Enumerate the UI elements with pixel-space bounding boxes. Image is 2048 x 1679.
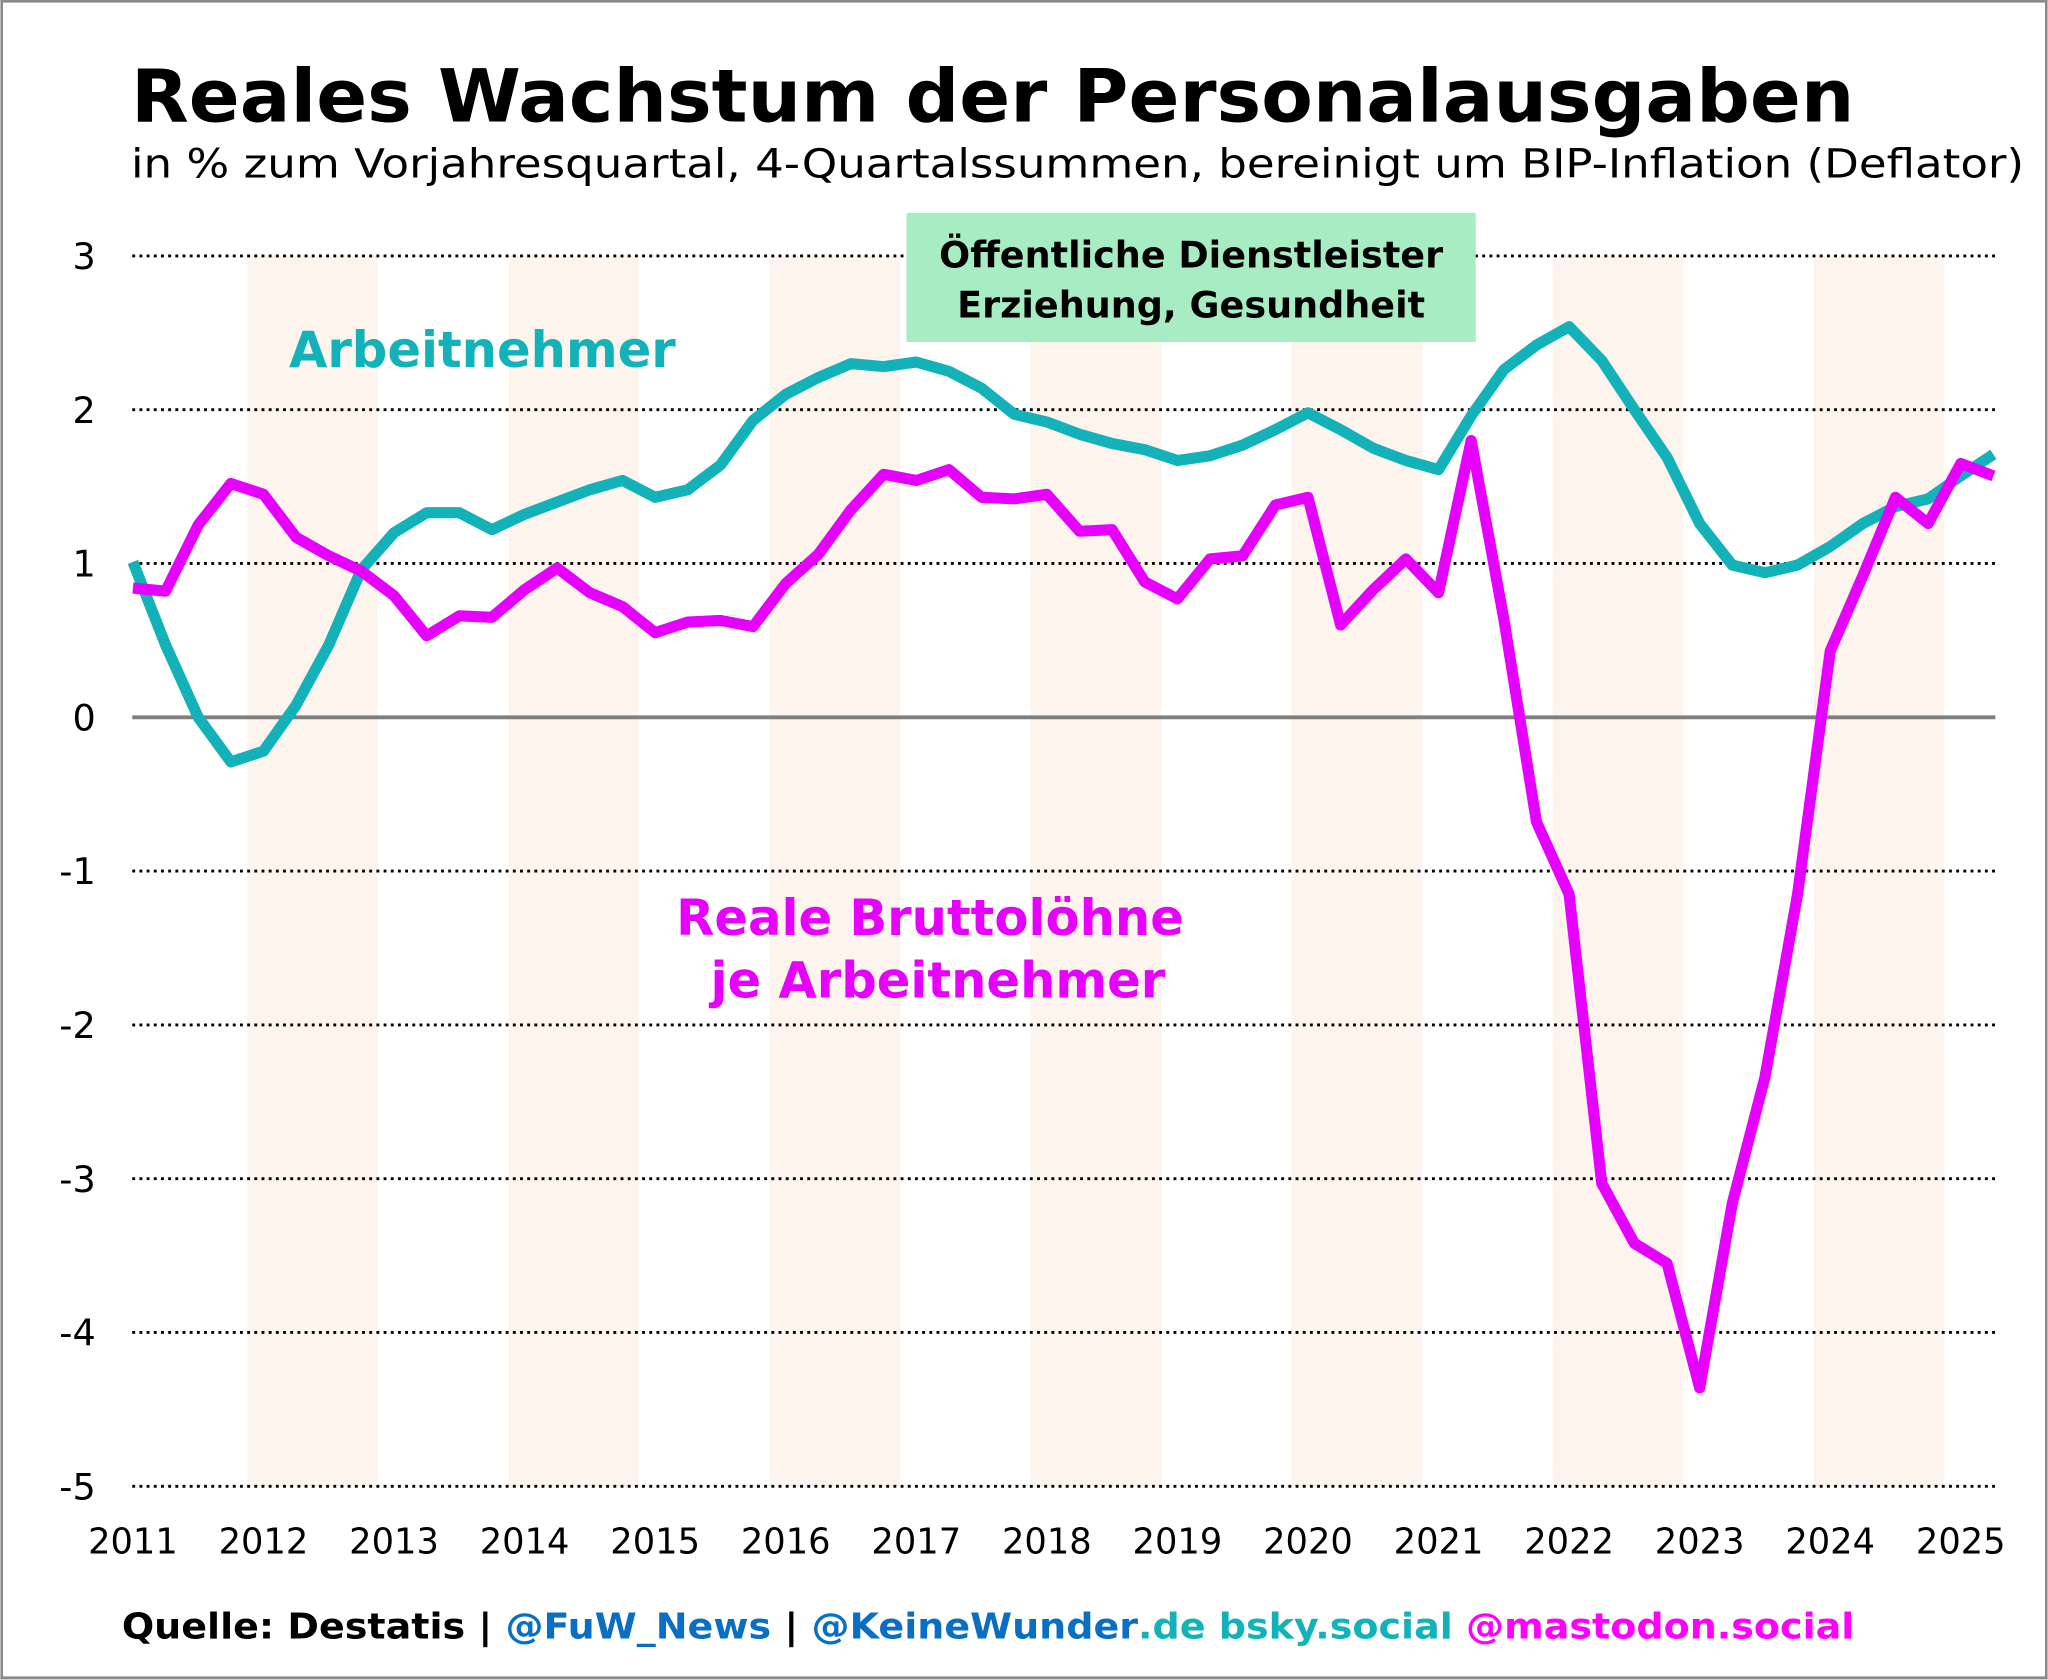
- y-tick-label: -3: [59, 1158, 95, 1201]
- annotation-box: Öffentliche Dienstleister Erziehung, Ges…: [906, 212, 1476, 343]
- y-tick-label: 1: [72, 543, 95, 586]
- x-tick-label: 2021: [1394, 1522, 1484, 1563]
- year-band-2016: [769, 255, 900, 1487]
- series-label-bruttoloehne-line-2: je Arbeitnehmer: [708, 951, 1165, 1009]
- y-tick-label: 3: [72, 235, 95, 278]
- x-tick-label: 2025: [1916, 1522, 2006, 1563]
- x-tick-label: 2018: [1002, 1522, 1092, 1563]
- year-band-2022: [1552, 255, 1684, 1487]
- x-tick-label: 2020: [1263, 1522, 1353, 1563]
- x-tick-label: 2015: [610, 1522, 700, 1563]
- footer-keinewunder-link[interactable]: @KeineWunder: [812, 1607, 1139, 1648]
- y-tick-label: -5: [59, 1465, 95, 1508]
- y-tick-label: -4: [59, 1312, 95, 1355]
- x-axis-ticks: 2011 2012 2013 2014 2015 2016 2017 2018 2019 2020…: [88, 1522, 2006, 1563]
- series-label-arbeitnehmer: Arbeitnehmer: [289, 321, 676, 379]
- chart-subtitle: in % zum Vorjahresquartal, 4-Quartalssum…: [131, 140, 2024, 188]
- x-tick-label: 2017: [871, 1522, 961, 1563]
- series-label-bruttoloehne-line-1: Reale Bruttolöhne: [676, 889, 1184, 947]
- series-lines: [127, 321, 1997, 1394]
- footer-credits: Quelle: Destatis | @FuW_News | @KeineWun…: [122, 1607, 1855, 1648]
- x-tick-label: 2024: [1785, 1522, 1875, 1563]
- x-tick-label: 2014: [480, 1522, 570, 1563]
- y-tick-label: -1: [59, 850, 95, 893]
- x-tick-label: 2016: [741, 1522, 831, 1563]
- y-axis-ticks: 3 2 1 0 -1 -2 -3 -4 -5: [59, 235, 95, 1508]
- footer-source: Quelle: Destatis |: [122, 1607, 506, 1648]
- footer-mastodon-link[interactable]: @mastodon.social: [1453, 1607, 1855, 1648]
- chart-title: Reales Wachstum der Personalausgaben: [131, 54, 1854, 139]
- y-tick-label: 0: [72, 696, 95, 739]
- gridlines: [132, 254, 1996, 1488]
- series-line-arbeitnehmer: [127, 321, 1997, 768]
- series-line-bruttoloehne: [132, 434, 1996, 1394]
- x-tick-label: 2023: [1655, 1522, 1745, 1563]
- x-tick-label: 2022: [1524, 1522, 1614, 1563]
- y-tick-label: -2: [59, 1004, 95, 1047]
- x-tick-label: 2013: [349, 1522, 439, 1563]
- footer-bsky-link[interactable]: .de bsky.social: [1138, 1607, 1453, 1648]
- footer-fuw-link[interactable]: @FuW_News: [506, 1607, 772, 1648]
- annotation-line-2: Erziehung, Gesundheit: [957, 283, 1425, 326]
- x-tick-label: 2011: [88, 1522, 178, 1563]
- x-tick-label: 2012: [219, 1522, 309, 1563]
- footer-separator: |: [771, 1607, 811, 1648]
- y-tick-label: 2: [72, 389, 95, 432]
- x-tick-label: 2019: [1133, 1522, 1223, 1563]
- annotation-line-1: Öffentliche Dienstleister: [939, 233, 1443, 277]
